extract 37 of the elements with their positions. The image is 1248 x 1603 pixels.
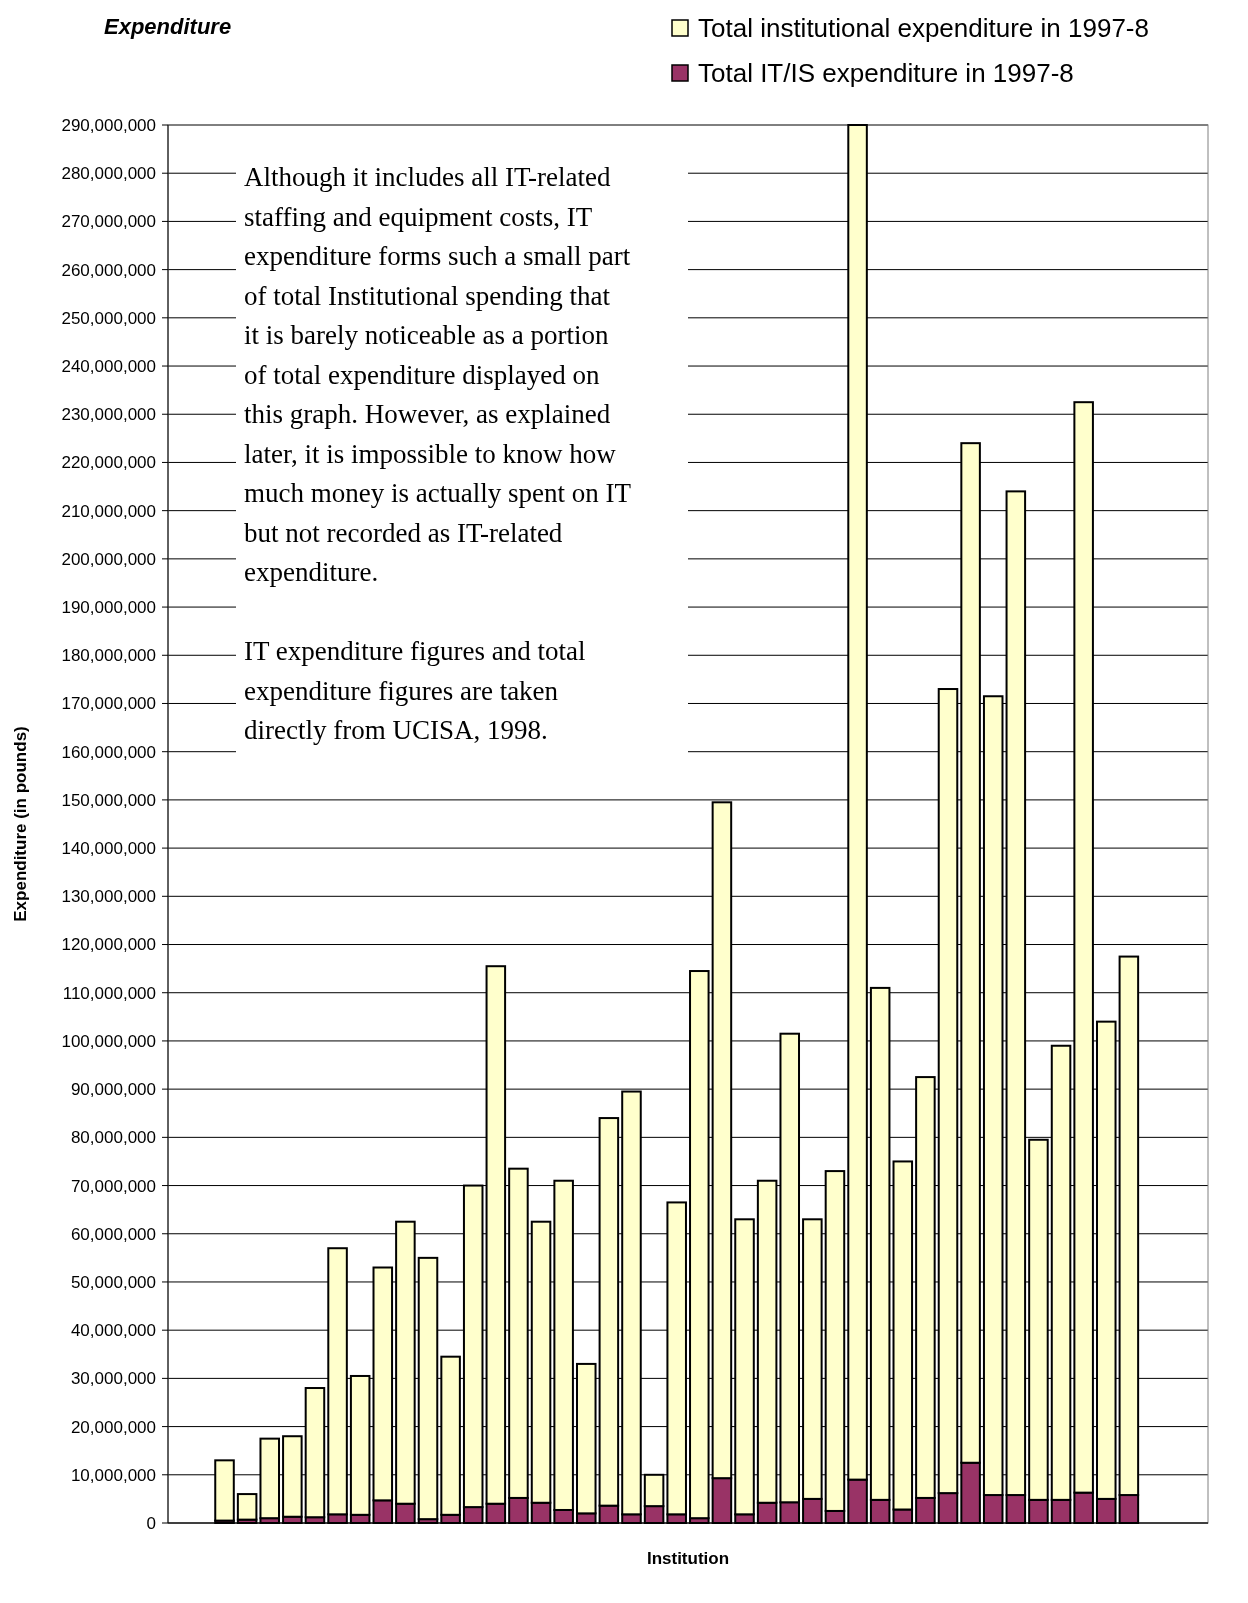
y-tick-label: 100,000,000 bbox=[61, 1031, 156, 1051]
y-tick-label: 70,000,000 bbox=[70, 1176, 156, 1196]
y-tick-label: 120,000,000 bbox=[61, 935, 156, 955]
y-tick-label: 230,000,000 bbox=[61, 405, 156, 425]
y-tick-label: 220,000,000 bbox=[61, 453, 156, 473]
y-tick-label: 60,000,000 bbox=[70, 1224, 156, 1244]
y-tick-label: 20,000,000 bbox=[70, 1417, 156, 1437]
y-tick-label: 0 bbox=[146, 1513, 156, 1533]
y-tick-label: 50,000,000 bbox=[70, 1272, 156, 1292]
y-tick-label: 250,000,000 bbox=[61, 308, 156, 328]
y-tick-label: 270,000,000 bbox=[61, 212, 156, 232]
text: Although it includes all IT-related staffing and equipment costs, IT expenditure forms such a small part of total Institutional spending that it is barely noticeable as a portion of total expenditure displayed on this graph. However, as explained later, it is impossible to know how much money is actually spent on IT but not recorded as IT-related expenditure. bbox=[244, 162, 631, 587]
legend-label: Total institutional expenditure in 1997-8 bbox=[698, 13, 1149, 44]
y-tick-label: 190,000,000 bbox=[61, 598, 156, 618]
y-tick-label: 30,000,000 bbox=[70, 1369, 156, 1389]
y-tick-label: 80,000,000 bbox=[70, 1128, 156, 1148]
y-tick-label: 180,000,000 bbox=[61, 646, 156, 666]
y-tick-label: 160,000,000 bbox=[61, 742, 156, 762]
y-tick-label: 280,000,000 bbox=[61, 164, 156, 184]
y-tick-label: 240,000,000 bbox=[61, 356, 156, 376]
y-tick-label: 110,000,000 bbox=[62, 983, 156, 1003]
y-tick-label: 140,000,000 bbox=[61, 839, 156, 859]
annotation: IT expenditure figures and total expenditure figures are taken directly from UCISA, 1998. bbox=[244, 636, 586, 745]
y-tick-label: 260,000,000 bbox=[61, 260, 156, 280]
x-axis-title: Institution bbox=[646, 1549, 730, 1568]
y-tick-label: 200,000,000 bbox=[61, 549, 156, 569]
y-tick-label: 130,000,000 bbox=[61, 887, 156, 907]
chart-title: Expenditure bbox=[104, 14, 232, 39]
y-tick-label: 40,000,000 bbox=[70, 1321, 156, 1341]
y-tick-label: 210,000,000 bbox=[61, 501, 156, 521]
legend-label: Total IT/IS expenditure in 1997-8 bbox=[698, 58, 1074, 89]
y-tick-label: 150,000,000 bbox=[61, 790, 156, 810]
y-tick-label: 290,000,000 bbox=[61, 115, 156, 135]
y-tick-label: 90,000,000 bbox=[70, 1080, 156, 1100]
y-tick-label: 170,000,000 bbox=[61, 694, 156, 714]
y-axis-title: Expenditure (in pounds) bbox=[11, 726, 30, 922]
y-tick-label: 10,000,000 bbox=[70, 1465, 156, 1485]
